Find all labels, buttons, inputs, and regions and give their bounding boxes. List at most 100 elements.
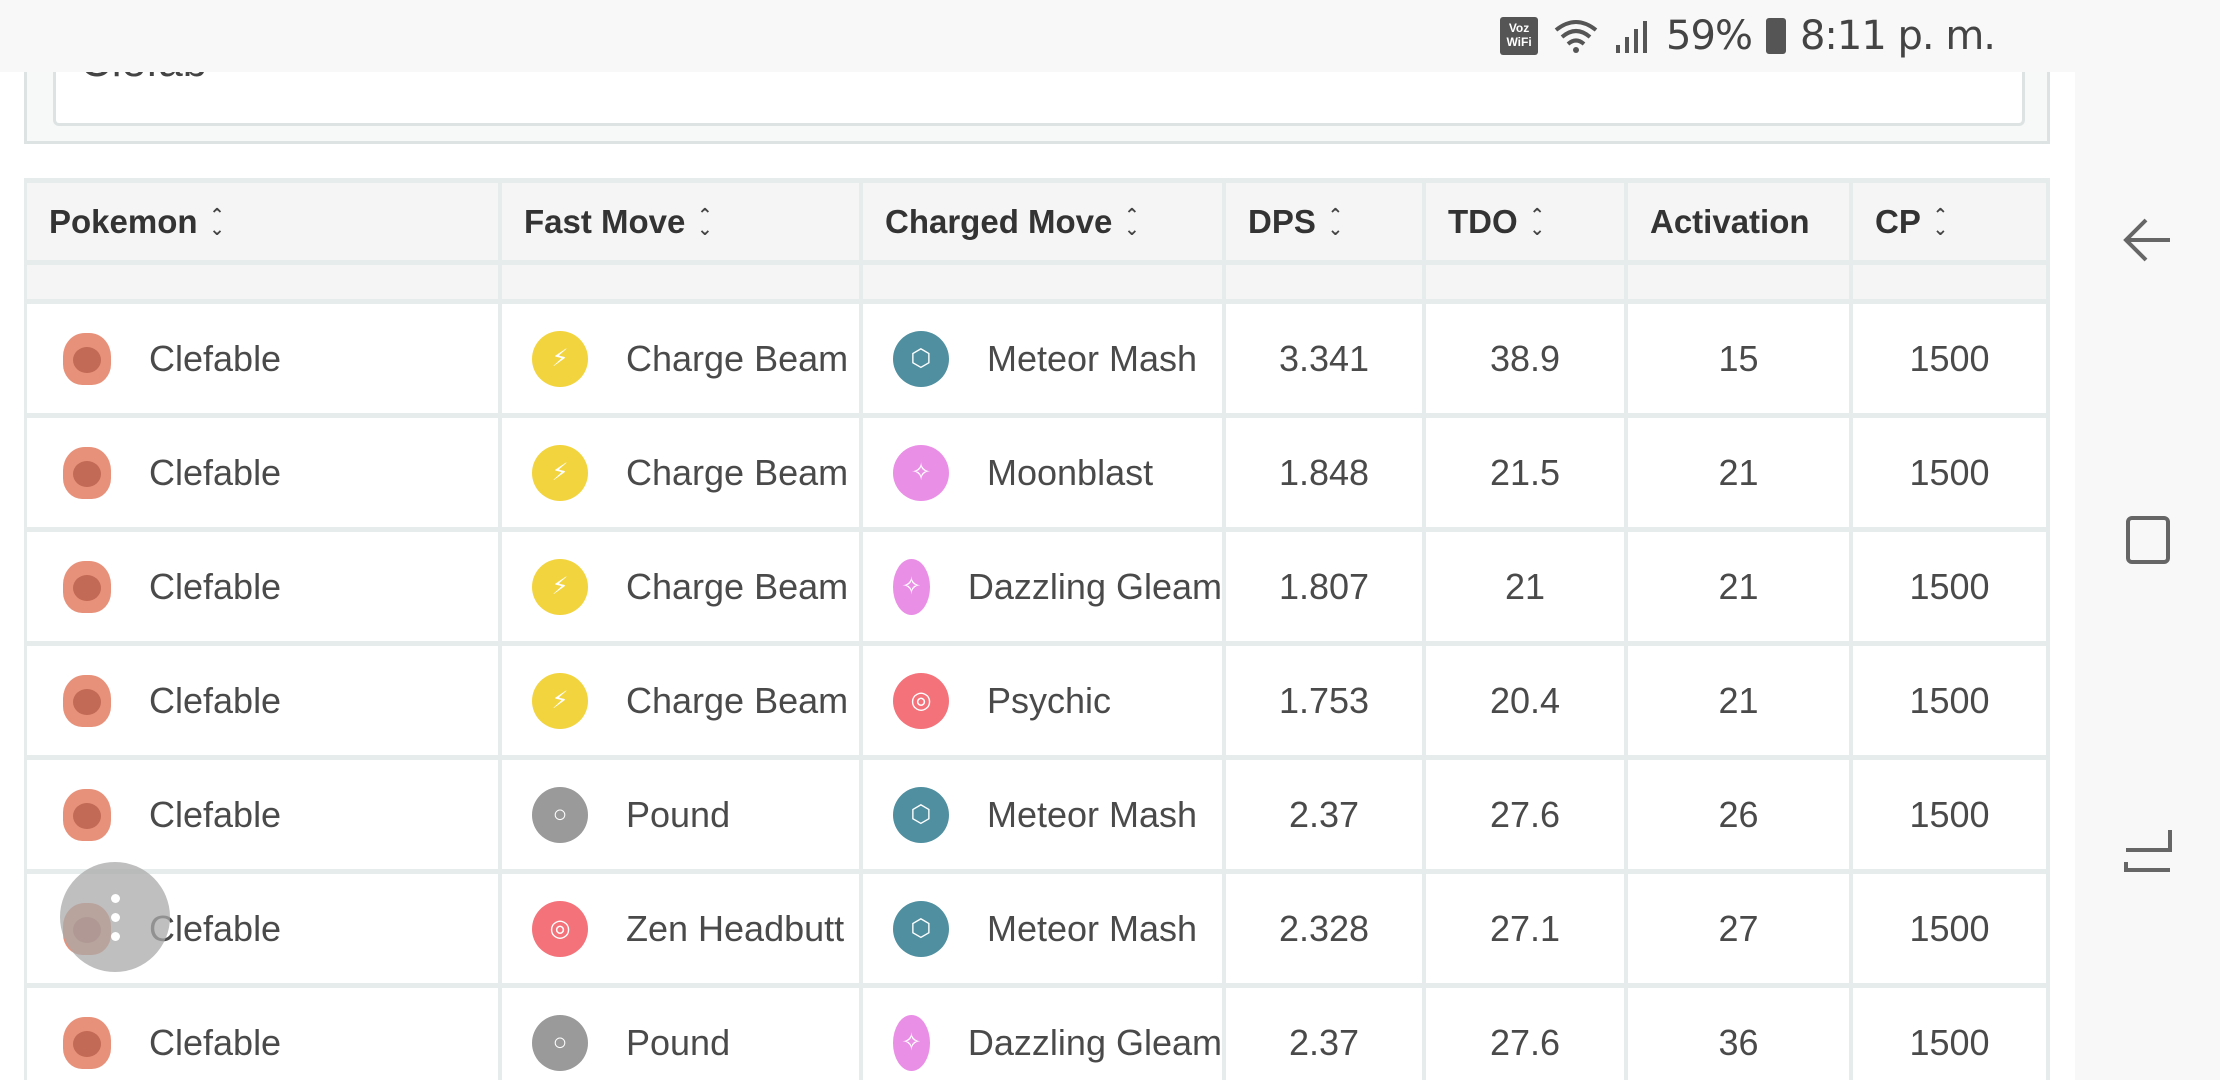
table-row[interactable]: Clefable ⚡ Charge Beam ✧ Dazzling Gleam 1.807… <box>24 532 2050 646</box>
battery-icon <box>1765 18 1786 54</box>
charged-move-name: Meteor Mash <box>987 907 1198 949</box>
fast-move-name: Pound <box>626 1021 731 1063</box>
page-content: Clefab Pokemon⌃⌄ Fast Move⌃⌄ Charged Mov… <box>0 72 2075 1080</box>
header-pokemon[interactable]: Pokemon ⌃ ⌄ <box>24 178 502 265</box>
charged-move-cell[interactable]: ✧ Dazzling Gleam <box>863 988 1226 1080</box>
charged-move-cell[interactable]: ✧ Dazzling Gleam <box>863 532 1226 646</box>
results-table: Pokemon ⌃ ⌄ Fast Move ⌃ ⌄ Charged Move ⌃ ⌄ DPS… <box>24 178 2050 1080</box>
pokemon-cell[interactable]: Clefable <box>24 760 502 874</box>
clock: 8:11 p. m. <box>1799 13 1996 59</box>
pokemon-name: Clefable <box>149 451 282 493</box>
activation-cell: 21 <box>1628 418 1853 532</box>
search-input[interactable]: Clefab <box>53 72 2025 126</box>
header-dps[interactable]: DPS ⌃ ⌄ <box>1226 178 1426 265</box>
fast-move-name: Charge Beam <box>626 679 849 721</box>
pokemon-name: Clefable <box>149 907 282 949</box>
fast-move-cell[interactable]: ⚡ Charge Beam <box>502 418 863 532</box>
table-row[interactable]: Clefable ⚡ Charge Beam ◎ Psychic 1.753 20.4 21 1… <box>24 646 2050 760</box>
fast-move-cell[interactable]: ⚡ Charge Beam <box>502 532 863 646</box>
dps-cell: 1.807 <box>1226 532 1426 646</box>
sort-icon: ⌃ ⌄ <box>1124 204 1140 239</box>
back-icon[interactable] <box>2075 200 2220 280</box>
activation-cell: 15 <box>1628 304 1853 418</box>
charged-move-cell[interactable]: ◎ Psychic <box>863 646 1226 760</box>
pokemon-cell[interactable]: Clefable <box>24 304 502 418</box>
tdo-cell: 38.9 <box>1426 304 1628 418</box>
pokemon-sprite-icon <box>63 788 111 841</box>
filter-cell[interactable] <box>1426 265 1628 304</box>
sparkle-icon: ✧ <box>893 1014 930 1071</box>
header-cp[interactable]: CP ⌃ ⌄ <box>1853 178 2050 265</box>
pokemon-sprite-icon <box>63 1016 111 1069</box>
activation-cell: 21 <box>1628 532 1853 646</box>
dps-cell: 2.37 <box>1226 760 1426 874</box>
fast-move-cell[interactable]: ⚡ Charge Beam <box>502 304 863 418</box>
table-row[interactable]: Clefable ⚡ Charge Beam ⬡ Meteor Mash 3.341 38.… <box>24 304 2050 418</box>
filter-cell[interactable] <box>24 265 502 304</box>
table-row[interactable]: Clefable ○ Pound ⬡ Meteor Mash 2.37 27.6 26 1500 <box>24 760 2050 874</box>
pokemon-name: Clefable <box>149 337 282 379</box>
sort-icon: ⌃ ⌄ <box>697 204 713 239</box>
bolt-icon: ⚡ <box>532 672 588 729</box>
pokemon-cell[interactable]: Clefable <box>24 646 502 760</box>
cp-cell: 1500 <box>1853 874 2050 988</box>
fast-move-cell[interactable]: ○ Pound <box>502 988 863 1080</box>
charged-move-cell[interactable]: ⬡ Meteor Mash <box>863 874 1226 988</box>
table-body: Clefable ⚡ Charge Beam ⬡ Meteor Mash 3.341 38.… <box>24 304 2050 1080</box>
hexagon-icon: ⬡ <box>893 330 949 387</box>
system-nav-bar <box>2075 0 2220 1080</box>
activation-cell: 26 <box>1628 760 1853 874</box>
dps-cell: 1.753 <box>1226 646 1426 760</box>
battery-percent: 59% <box>1666 13 1753 59</box>
dps-cell: 1.848 <box>1226 418 1426 532</box>
table-row[interactable]: Clefable ○ Pound ✧ Dazzling Gleam 2.37 27.6 36 1… <box>24 988 2050 1080</box>
pokemon-cell[interactable]: Clefable <box>24 418 502 532</box>
table-row[interactable]: Clefable ◎ Zen Headbutt ⬡ Meteor Mash 2.328 27… <box>24 874 2050 988</box>
tdo-cell: 27.6 <box>1426 760 1628 874</box>
header-charged-move[interactable]: Charged Move ⌃ ⌄ <box>863 178 1226 265</box>
cp-cell: 1500 <box>1853 760 2050 874</box>
recents-icon[interactable] <box>2075 500 2220 580</box>
cp-cell: 1500 <box>1853 988 2050 1080</box>
filter-cell[interactable] <box>502 265 863 304</box>
pokemon-sprite-icon <box>63 446 111 499</box>
table-header-row: Pokemon ⌃ ⌄ Fast Move ⌃ ⌄ Charged Move ⌃ ⌄ DPS… <box>24 178 2050 265</box>
pokemon-name: Clefable <box>149 1021 282 1063</box>
pokemon-cell[interactable]: Clefable <box>24 532 502 646</box>
dps-cell: 2.328 <box>1226 874 1426 988</box>
fast-move-cell[interactable]: ◎ Zen Headbutt <box>502 874 863 988</box>
fast-move-cell[interactable]: ⚡ Charge Beam <box>502 646 863 760</box>
sort-icon: ⌃ ⌄ <box>1529 204 1545 239</box>
charged-move-cell[interactable]: ⬡ Meteor Mash <box>863 760 1226 874</box>
header-fast-move[interactable]: Fast Move ⌃ ⌄ <box>502 178 863 265</box>
filter-cell[interactable] <box>1853 265 2050 304</box>
dps-cell: 3.341 <box>1226 304 1426 418</box>
pokemon-sprite-icon <box>63 674 111 727</box>
fast-move-name: Pound <box>626 793 731 835</box>
header-activation[interactable]: Activation <box>1628 178 1853 265</box>
dps-cell: 2.37 <box>1226 988 1426 1080</box>
header-tdo[interactable]: TDO ⌃ ⌄ <box>1426 178 1628 265</box>
pokemon-sprite-icon <box>63 560 111 613</box>
pokemon-cell[interactable]: Clefable <box>24 988 502 1080</box>
charged-move-cell[interactable]: ⬡ Meteor Mash <box>863 304 1226 418</box>
filter-cell[interactable] <box>1226 265 1426 304</box>
filter-cell[interactable] <box>863 265 1226 304</box>
floating-menu-button[interactable] <box>60 862 170 972</box>
tdo-cell: 21.5 <box>1426 418 1628 532</box>
swirl-icon: ◎ <box>893 672 949 729</box>
table-filter-row <box>24 265 2050 304</box>
home-icon[interactable] <box>2075 810 2220 890</box>
fast-move-name: Zen Headbutt <box>626 907 845 949</box>
charged-move-name: Dazzling Gleam <box>967 565 1222 607</box>
charged-move-name: Meteor Mash <box>987 337 1198 379</box>
charged-move-cell[interactable]: ✧ Moonblast <box>863 418 1226 532</box>
fast-move-cell[interactable]: ○ Pound <box>502 760 863 874</box>
hexagon-icon: ⬡ <box>893 786 949 843</box>
table-row[interactable]: Clefable ⚡ Charge Beam ✧ Moonblast 1.848 21.5 2… <box>24 418 2050 532</box>
menu-dot <box>110 912 120 922</box>
charged-move-name: Dazzling Gleam <box>967 1021 1222 1063</box>
sort-icon: ⌃ ⌄ <box>1932 204 1948 239</box>
swirl-icon: ◎ <box>532 900 588 957</box>
filter-cell[interactable] <box>1628 265 1853 304</box>
